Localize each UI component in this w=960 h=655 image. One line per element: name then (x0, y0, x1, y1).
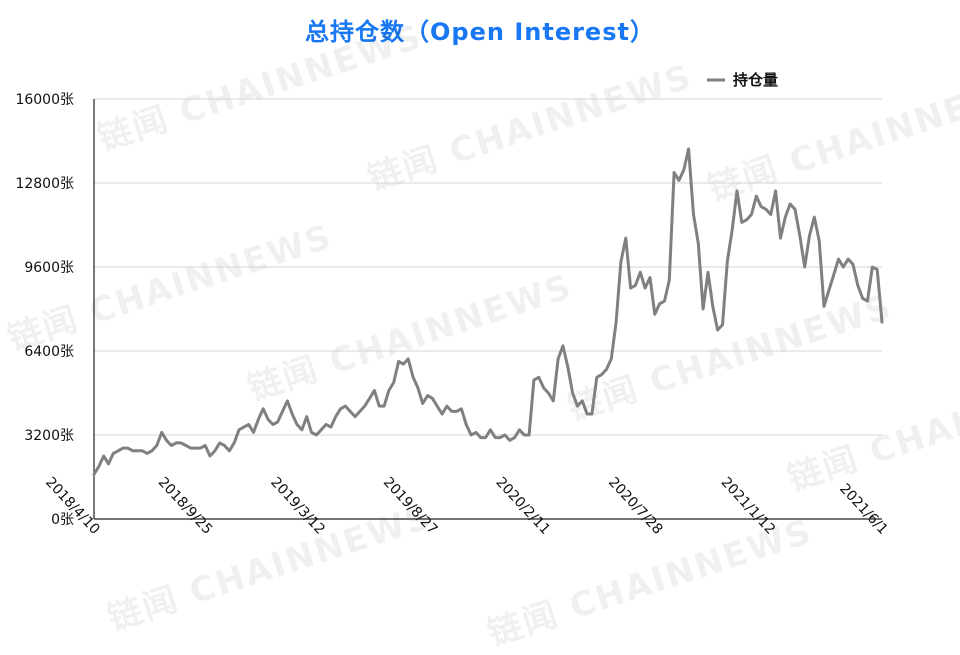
x-tick-label: 2021/6/1 (836, 481, 891, 538)
y-tick-label: 16000张 (15, 92, 74, 108)
x-tick-label: 2019/3/12 (267, 474, 328, 537)
x-tick-label: 2018/9/25 (155, 474, 216, 537)
series-group (92, 147, 884, 476)
x-tick-label: 2021/1/12 (718, 474, 779, 537)
y-tick-label: 6400张 (24, 344, 74, 360)
y-axis-ticks: 0张 3200张 6400张 9600张 12800张 16000张 (15, 92, 74, 528)
y-tick-label: 0张 (51, 512, 74, 528)
x-axis-ticks: 2018/4/10 2018/9/25 2019/3/12 2019/8/27 2020… (42, 474, 891, 537)
axes (93, 99, 882, 520)
chart-title: 总持仓数（Open Interest） (305, 18, 655, 46)
legend[interactable]: 持仓量 (707, 71, 778, 89)
legend-label: 持仓量 (733, 71, 778, 89)
y-tick-label: 12800张 (15, 176, 74, 192)
grid (94, 98, 882, 436)
series-line (92, 147, 884, 476)
x-tick-label: 2020/2/11 (492, 474, 553, 537)
x-tick-label: 2019/8/27 (380, 474, 441, 537)
y-tick-label: 3200张 (24, 428, 74, 444)
x-tick-label: 2020/7/28 (605, 474, 666, 537)
y-tick-label: 9600张 (24, 260, 74, 276)
